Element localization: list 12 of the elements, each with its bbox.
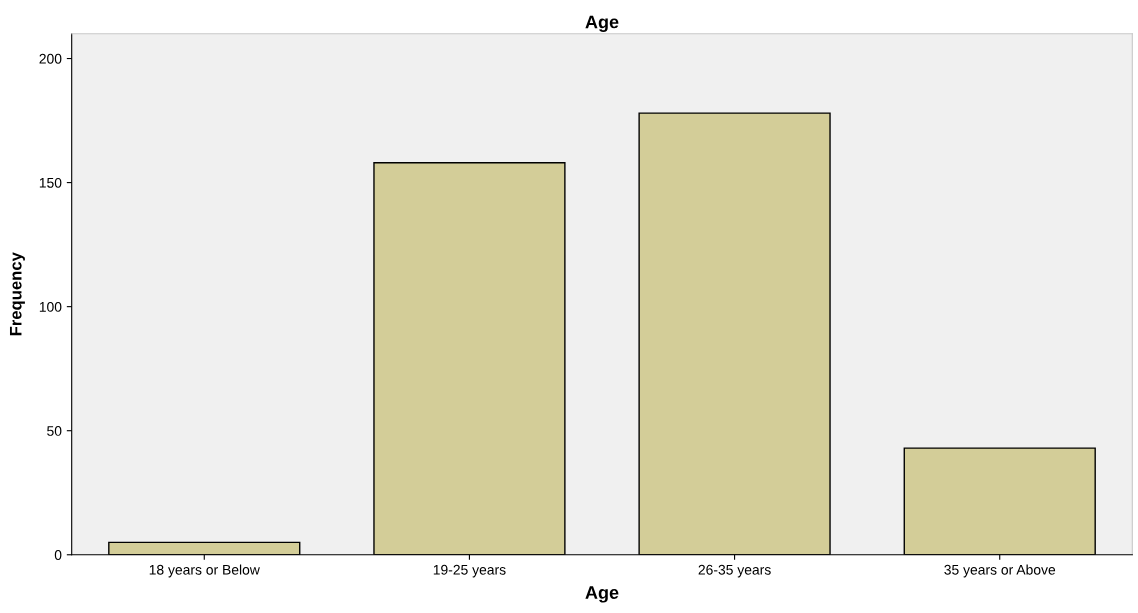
x-tick-label: 18 years or Below (149, 564, 260, 578)
x-axis-title: Age (585, 586, 619, 603)
y-axis-title: Frequency (9, 252, 25, 336)
y-tick-label: 100 (39, 301, 62, 312)
x-tick-label: 35 years or Above (944, 564, 1056, 578)
x-tick-label: 19-25 years (433, 564, 506, 578)
y-tick-label: 150 (39, 177, 62, 188)
y-tick-label: 0 (54, 550, 62, 560)
x-tick-label: 26-35 years (698, 564, 771, 578)
y-tick-label: 50 (47, 426, 62, 436)
chart-title: Age (585, 15, 619, 32)
y-tick-label: 200 (39, 53, 62, 64)
